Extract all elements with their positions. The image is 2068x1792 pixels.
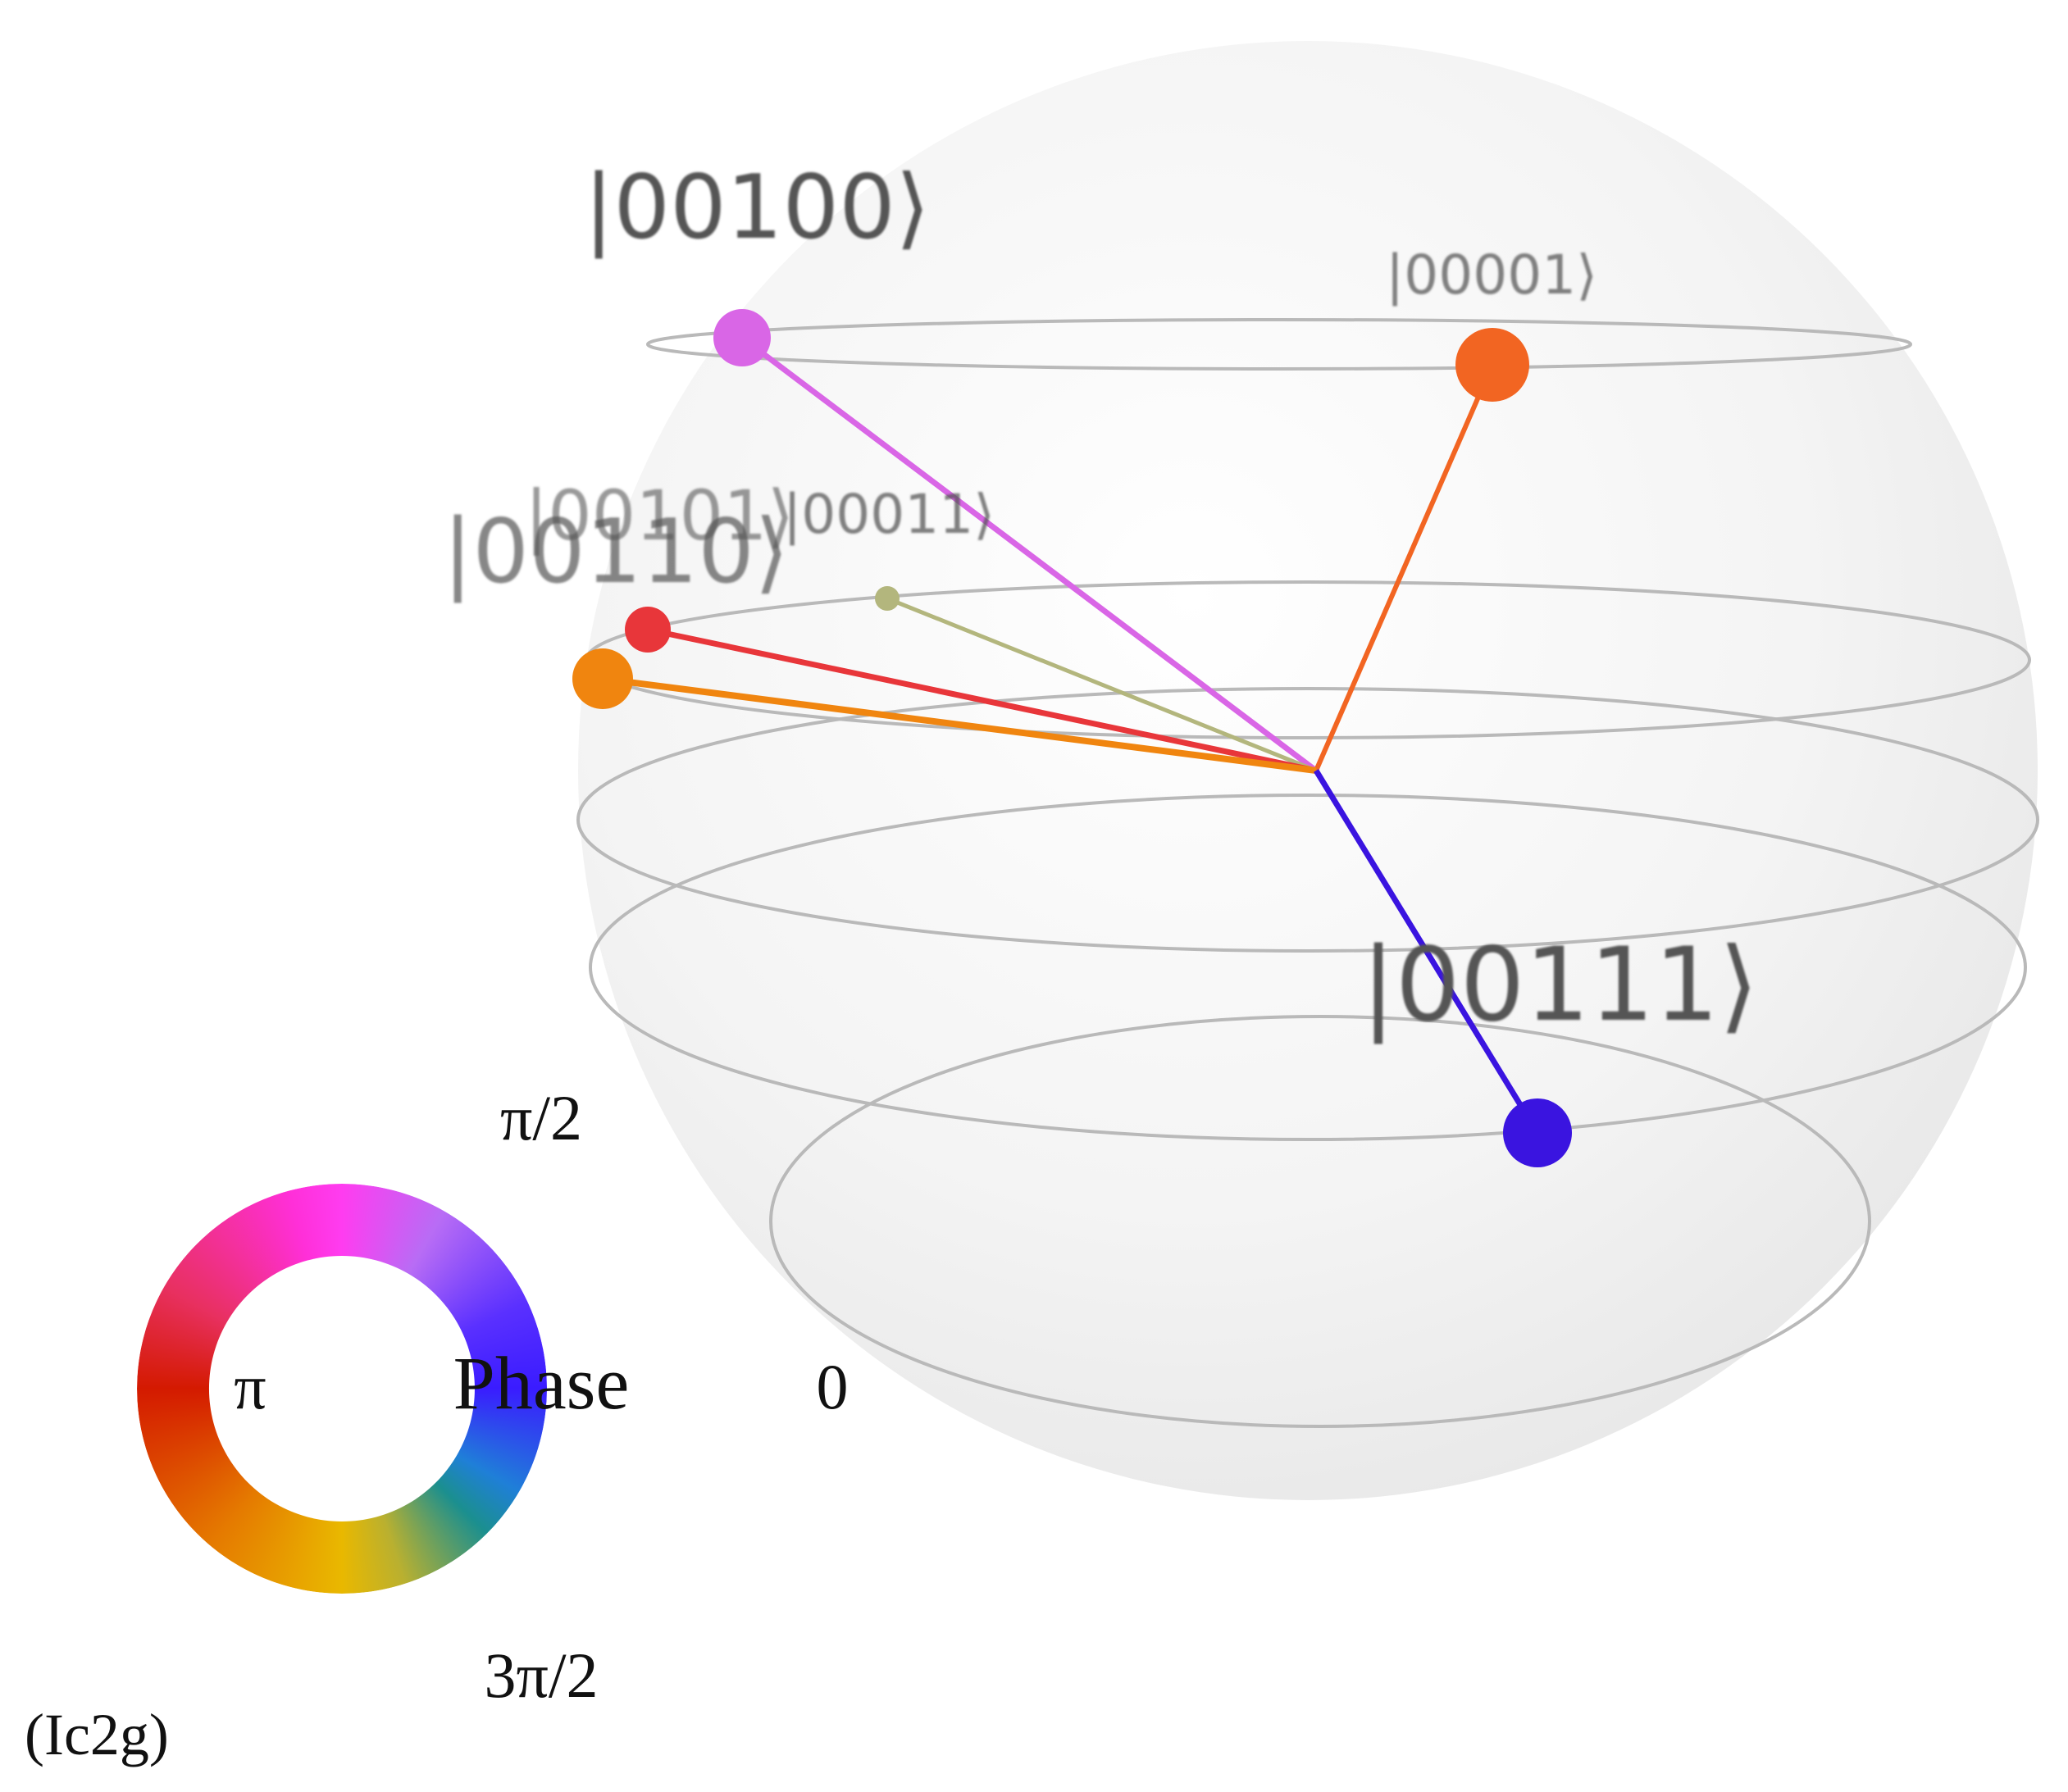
phase-label-right: 0	[817, 1351, 849, 1422]
ring-top	[646, 318, 1912, 371]
marker-00011	[875, 586, 900, 611]
marker-00111	[1503, 1098, 1572, 1167]
ring-lower	[589, 794, 2027, 1141]
label-00101: |00101⟩	[525, 475, 794, 556]
vector-00101	[647, 626, 1317, 774]
marker-00100	[713, 309, 771, 366]
ring-equator	[576, 687, 2039, 953]
phase-label-left: π	[234, 1351, 266, 1422]
figure-label: (Ic2g)	[25, 1702, 169, 1767]
phase-wheel-title: Phase	[453, 1341, 630, 1425]
vector-00011	[886, 596, 1317, 773]
marker-00101	[625, 607, 671, 653]
vector-00001	[1314, 363, 1495, 772]
label-00001: |00001⟩	[1386, 243, 1597, 307]
ring-bottom	[769, 1015, 1871, 1428]
vector-00110	[602, 675, 1317, 774]
marker-00110	[572, 648, 633, 709]
vector-00100	[740, 335, 1319, 773]
label-00100: |00100⟩	[584, 157, 930, 259]
label-00110: |00110⟩	[443, 501, 789, 603]
vector-00111	[1314, 769, 1540, 1135]
phase-label-bottom: 3π/2	[484, 1640, 598, 1711]
state-labels: |00100⟩ |00001⟩ |00011⟩ |00101⟩ |00110⟩ …	[443, 157, 1759, 1044]
marker-00001	[1455, 328, 1529, 402]
state-vectors	[572, 309, 1572, 1167]
label-00011: |00011⟩	[783, 483, 995, 546]
label-00111: |00111⟩	[1361, 926, 1759, 1044]
phase-label-top: π/2	[500, 1082, 582, 1153]
